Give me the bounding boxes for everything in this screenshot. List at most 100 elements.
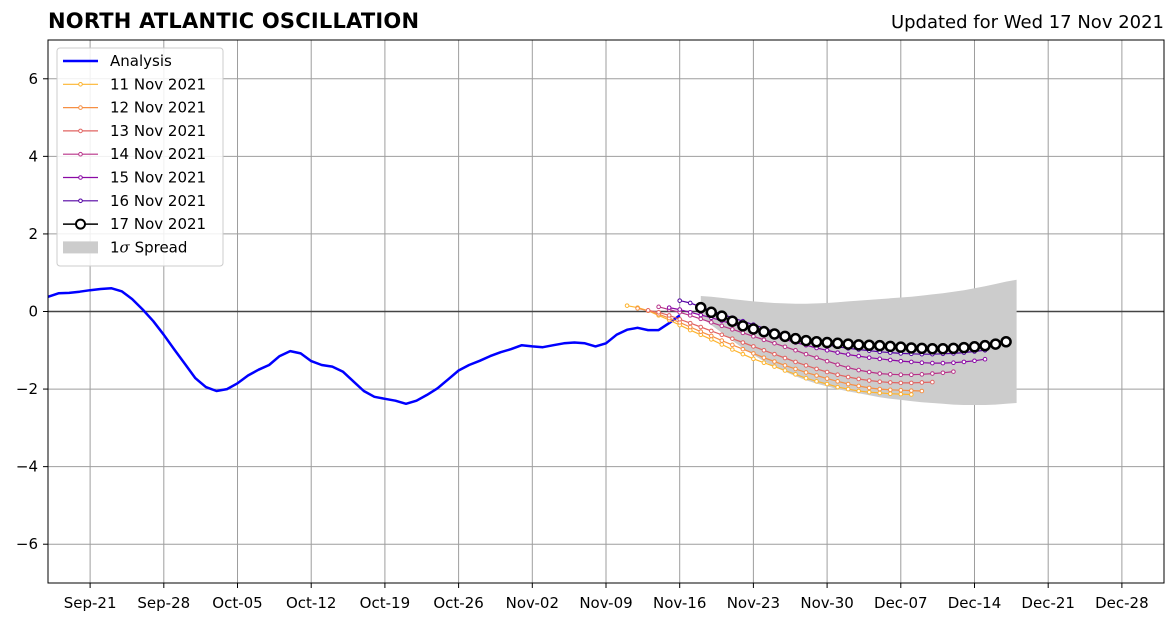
forecast-marker xyxy=(887,387,893,393)
forecast-marker xyxy=(821,336,833,349)
forecast-marker xyxy=(919,380,925,385)
forecast-marker xyxy=(909,388,914,393)
legend-forecast-marker xyxy=(78,82,83,87)
forecast-marker xyxy=(803,375,809,381)
forecast-marker xyxy=(835,362,840,367)
forecast-marker xyxy=(761,355,767,360)
forecast-marker xyxy=(803,351,809,357)
legend-label: Analysis xyxy=(110,52,172,70)
forecast-marker xyxy=(695,301,707,314)
forecast-marker xyxy=(698,329,704,334)
forecast-marker xyxy=(726,315,739,327)
legend-label: 13 Nov 2021 xyxy=(110,122,206,140)
x-tick-label: Nov-23 xyxy=(727,594,780,612)
forecast-marker xyxy=(656,309,661,315)
x-tick-label: Dec-28 xyxy=(1095,594,1149,612)
forecast-marker xyxy=(909,372,914,378)
forecast-line xyxy=(626,305,912,396)
forecast-marker xyxy=(898,358,904,364)
forecast-marker xyxy=(772,359,777,364)
forecast-marker xyxy=(768,328,781,340)
forecast-marker xyxy=(845,365,851,371)
forecast-marker xyxy=(782,363,788,368)
forecast-marker xyxy=(772,364,777,369)
forecast-marker xyxy=(856,376,861,382)
forecast-marker xyxy=(887,391,893,397)
forecast-marker xyxy=(824,376,830,381)
forecast-marker xyxy=(751,344,756,349)
forecast-marker xyxy=(824,381,830,387)
forecast-marker xyxy=(824,358,830,364)
legend-forecast-marker xyxy=(78,105,83,110)
x-tick-label: Oct-19 xyxy=(360,594,410,612)
forecast-marker xyxy=(982,356,988,362)
forecast-marker xyxy=(895,341,907,353)
forecast-marker xyxy=(758,325,770,338)
forecast-marker xyxy=(751,356,756,362)
forecast-marker xyxy=(793,366,798,372)
forecast-marker xyxy=(951,360,956,365)
legend-label: 14 Nov 2021 xyxy=(110,145,206,163)
y-tick-label: 6 xyxy=(28,70,38,88)
forecast-marker xyxy=(810,336,823,348)
forecast-marker xyxy=(863,339,875,351)
y-tick-label: −4 xyxy=(16,458,38,476)
forecast-marker xyxy=(905,342,918,354)
forecast-marker xyxy=(909,359,914,365)
x-tick-label: Nov-02 xyxy=(506,594,559,612)
y-tick-label: −6 xyxy=(16,535,38,553)
legend-label: 16 Nov 2021 xyxy=(110,192,206,210)
forecast-marker xyxy=(919,388,925,394)
forecast-marker xyxy=(824,369,830,375)
forecast-marker xyxy=(835,350,840,355)
forecast-marker xyxy=(845,352,851,357)
forecast-marker xyxy=(866,389,872,395)
forecast-marker xyxy=(989,338,1002,350)
forecast-marker xyxy=(782,368,788,373)
forecast-marker xyxy=(814,366,819,372)
x-tick-label: Oct-12 xyxy=(286,594,336,612)
forecast-marker xyxy=(887,372,893,377)
forecast-marker xyxy=(898,387,904,393)
forecast-marker xyxy=(708,333,714,339)
forecast-marker xyxy=(779,330,791,343)
forecast-marker xyxy=(719,332,725,338)
legend-forecast-marker xyxy=(78,128,83,134)
legend-label: 11 Nov 2021 xyxy=(110,75,206,93)
x-tick-label: Dec-07 xyxy=(874,594,928,612)
legend-spread-handle xyxy=(63,241,98,254)
forecast-marker xyxy=(687,320,693,326)
forecast-marker xyxy=(909,392,914,397)
forecast-marker xyxy=(740,346,746,352)
x-tick-label: Sep-21 xyxy=(64,594,117,612)
legend-forecast-marker xyxy=(78,151,83,157)
forecast-marker xyxy=(979,339,991,352)
forecast-marker xyxy=(852,339,865,351)
forecast-line xyxy=(647,309,933,384)
forecast-marker xyxy=(845,374,851,380)
forecast-marker xyxy=(635,306,640,311)
forecast-marker xyxy=(961,359,967,365)
forecast-marker xyxy=(866,355,872,360)
forecast-marker xyxy=(698,312,704,318)
forecast-marker xyxy=(782,355,788,361)
forecast-marker xyxy=(972,358,977,364)
forecast-marker xyxy=(730,342,735,348)
forecast-marker xyxy=(930,360,935,366)
forecast-marker xyxy=(740,351,746,357)
forecast-marker xyxy=(730,327,735,332)
forecast-marker xyxy=(730,336,735,341)
forecast-marker xyxy=(719,338,725,343)
x-tick-label: Nov-30 xyxy=(800,594,853,612)
forecast-marker xyxy=(708,328,714,334)
forecast-marker xyxy=(856,367,861,373)
forecast-marker xyxy=(884,340,897,353)
x-tick-label: Dec-21 xyxy=(1021,594,1075,612)
forecast-marker xyxy=(730,347,735,352)
y-tick-label: −2 xyxy=(16,380,38,398)
forecast-marker xyxy=(793,347,798,353)
chart-subtitle: Updated for Wed 17 Nov 2021 xyxy=(890,12,1164,33)
x-tick-label: Oct-05 xyxy=(212,594,262,612)
forecast-marker xyxy=(877,356,883,362)
